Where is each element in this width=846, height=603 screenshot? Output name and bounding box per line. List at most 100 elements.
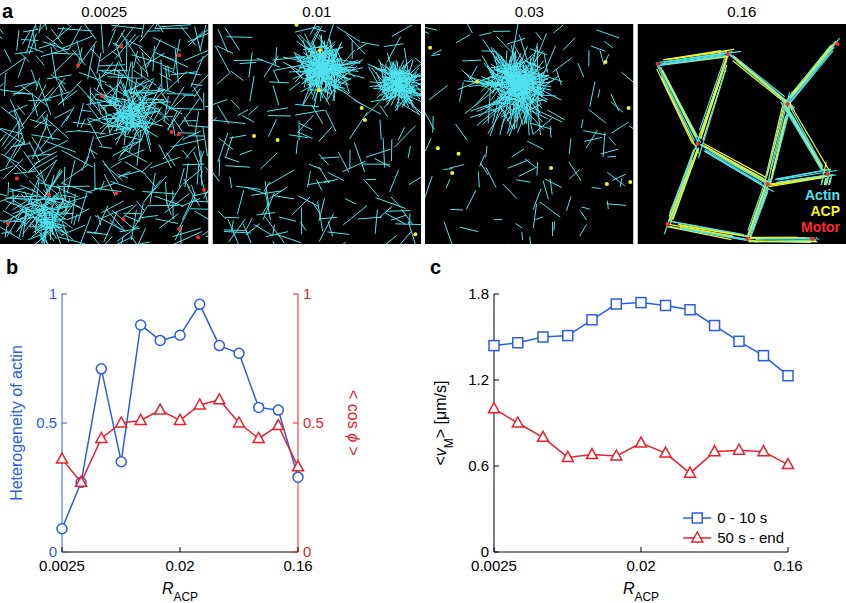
filament (0, 24, 3, 34)
y-axis (494, 294, 495, 552)
filament (611, 94, 619, 112)
filament (497, 68, 499, 79)
filament (536, 217, 544, 220)
particle (726, 52, 730, 56)
filament (301, 207, 302, 234)
particle (746, 237, 750, 241)
filament (366, 179, 376, 180)
filament (82, 157, 89, 171)
filament (486, 146, 487, 157)
filament (600, 50, 604, 64)
filament (136, 201, 144, 211)
marker (563, 331, 573, 341)
filament (550, 126, 552, 138)
filament (591, 46, 606, 51)
filament (375, 209, 377, 233)
filament (77, 41, 97, 68)
filament (586, 130, 597, 148)
filament (456, 35, 470, 43)
y-tick (494, 552, 499, 553)
filament (384, 44, 404, 47)
filament (44, 171, 62, 197)
filament (540, 202, 560, 217)
filament (671, 49, 734, 59)
filament (289, 82, 300, 90)
filament (536, 162, 538, 176)
filament (142, 191, 175, 193)
filament (657, 69, 693, 144)
filament (36, 141, 67, 157)
filament (130, 42, 142, 48)
filament (103, 160, 119, 183)
marker (273, 420, 284, 430)
particle (121, 217, 125, 221)
filament (432, 50, 441, 55)
y-tick (293, 552, 298, 553)
filament (261, 153, 278, 169)
filament (45, 199, 64, 202)
legend-label: 0 - 10 s (717, 509, 767, 526)
filament (450, 209, 463, 210)
filament (312, 105, 323, 124)
y-tick (494, 380, 499, 381)
filament (119, 171, 141, 177)
filament (219, 159, 221, 176)
filament (239, 62, 256, 63)
filament (153, 46, 155, 72)
filament (767, 102, 786, 176)
filament (390, 61, 395, 70)
marker (293, 461, 304, 471)
filament (61, 116, 68, 127)
filament (37, 217, 48, 229)
filament (203, 93, 204, 111)
x-tick (180, 547, 181, 552)
filament (79, 72, 106, 82)
filament (700, 55, 727, 135)
filament (184, 51, 208, 61)
filament (197, 50, 208, 63)
filament (16, 205, 34, 232)
label-part: R (162, 580, 174, 597)
filament (376, 198, 406, 209)
filament (191, 56, 204, 87)
filament (204, 173, 209, 198)
image-legend: ActinACPMotor (797, 185, 844, 237)
filament (191, 185, 195, 196)
filament (391, 139, 392, 161)
x-tick (62, 547, 63, 552)
marker (734, 336, 744, 346)
filament (0, 33, 3, 38)
filament (604, 54, 608, 64)
filament (131, 62, 133, 91)
filament (231, 100, 239, 109)
filament (704, 151, 770, 190)
filament (309, 164, 322, 169)
filament (786, 109, 824, 171)
filament (337, 60, 338, 70)
filament (181, 26, 196, 45)
filament (413, 72, 416, 80)
filament (195, 211, 209, 226)
filament (5, 198, 37, 200)
particle (100, 94, 104, 98)
filament (98, 69, 115, 79)
filament (460, 82, 464, 101)
filament (139, 47, 151, 59)
particle (317, 88, 321, 92)
filament (67, 214, 81, 219)
filament (398, 127, 404, 140)
image-background (0, 24, 209, 244)
filament (501, 79, 503, 100)
filament (383, 138, 385, 168)
particle (252, 134, 256, 138)
filament (141, 67, 142, 79)
filament (541, 46, 555, 80)
y-tick-label: 1 (303, 285, 311, 302)
y-tick-label: 0 (303, 543, 311, 560)
filament (4, 49, 10, 62)
filament (0, 134, 6, 149)
filament (111, 161, 121, 167)
particle (76, 63, 80, 67)
filament (364, 179, 379, 197)
filament (25, 196, 47, 205)
